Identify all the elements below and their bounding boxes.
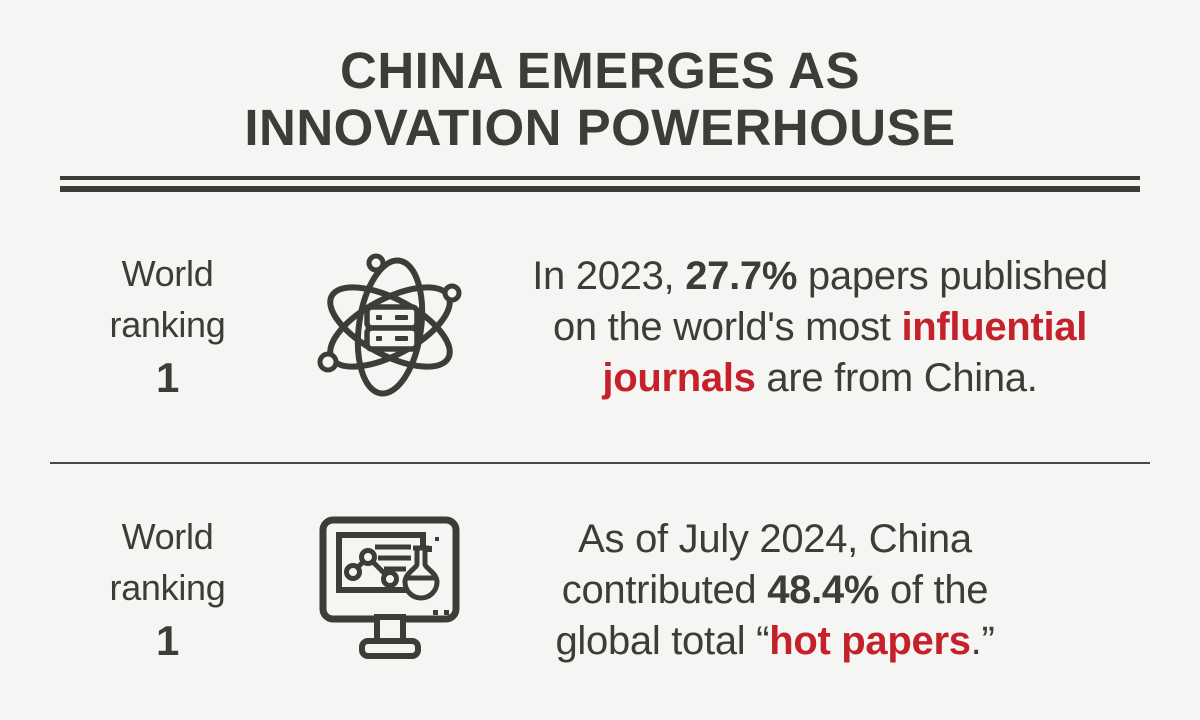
title-line-2: INNOVATION POWERHOUSE bbox=[244, 99, 956, 156]
text-segment: papers published bbox=[797, 253, 1108, 298]
text-segment: .” bbox=[970, 618, 995, 663]
text-segment: In 2023, bbox=[532, 253, 686, 298]
rule-thick bbox=[60, 186, 1140, 192]
rank-word-world: World bbox=[121, 516, 214, 557]
rank-word-ranking: ranking bbox=[109, 567, 226, 608]
text-segment: are from China. bbox=[755, 355, 1038, 400]
text-segment: As of July 2024, China bbox=[578, 516, 972, 561]
text-segment: 27.7% bbox=[685, 253, 798, 298]
stat-row-influential-journals: World ranking 1 bbox=[0, 192, 1200, 462]
text-segment: contributed bbox=[561, 567, 768, 612]
text-segment: influential bbox=[901, 304, 1088, 349]
text-segment: on the world's most bbox=[552, 304, 902, 349]
stat-row-hot-papers: World ranking 1 bbox=[0, 464, 1200, 716]
text-segment: 48.4% bbox=[767, 567, 880, 612]
text-segment: journals bbox=[602, 355, 756, 400]
monitor-chart-flask-icon bbox=[290, 514, 490, 666]
rank-word-world: World bbox=[121, 253, 214, 294]
rank-value: 1 bbox=[155, 354, 180, 401]
row-divider bbox=[50, 462, 1150, 464]
page-title: CHINA EMERGES AS INNOVATION POWERHOUSE bbox=[0, 0, 1200, 156]
rule-thin bbox=[60, 176, 1140, 180]
rank-value: 1 bbox=[155, 617, 180, 664]
text-segment: hot papers bbox=[769, 618, 971, 663]
title-line-1: CHINA EMERGES AS bbox=[340, 42, 860, 99]
atom-science-icon bbox=[290, 246, 490, 408]
stat-text-2: As of July 2024, China contributed 48.4% … bbox=[490, 514, 1200, 667]
rank-word-ranking: ranking bbox=[109, 304, 226, 345]
title-double-rule bbox=[60, 176, 1140, 192]
world-ranking-block-1: World ranking 1 bbox=[60, 248, 275, 406]
text-segment: of the bbox=[879, 567, 989, 612]
text-segment: global total “ bbox=[555, 618, 770, 663]
world-ranking-block-2: World ranking 1 bbox=[60, 511, 275, 669]
stat-text-1: In 2023, 27.7% papers published on the wo… bbox=[490, 251, 1200, 404]
